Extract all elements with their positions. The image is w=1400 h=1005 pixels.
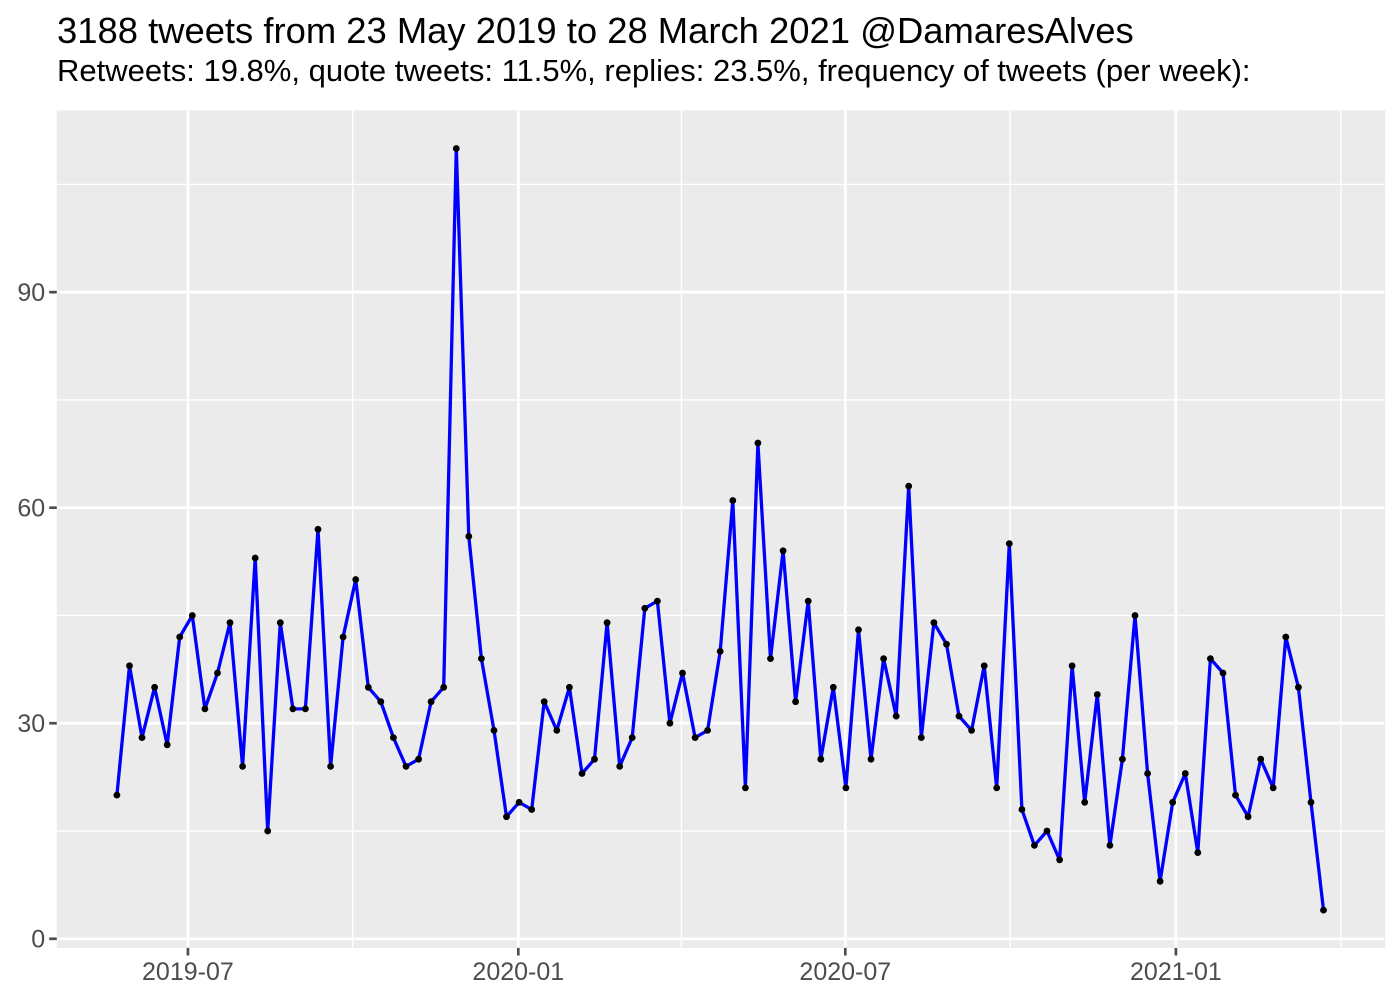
svg-text:2020-07: 2020-07: [799, 958, 891, 986]
svg-text:2020-01: 2020-01: [472, 958, 564, 986]
svg-text:Retweets: 19.8%, quote tweets:: Retweets: 19.8%, quote tweets: 11.5%, re…: [57, 53, 1251, 88]
svg-text:3188 tweets from 23 May 2019 t: 3188 tweets from 23 May 2019 to 28 March…: [57, 10, 1134, 51]
svg-text:0: 0: [31, 926, 45, 954]
svg-text:60: 60: [17, 495, 45, 523]
svg-text:2019-07: 2019-07: [142, 958, 234, 986]
svg-text:30: 30: [17, 710, 45, 738]
svg-text:90: 90: [17, 279, 45, 307]
svg-text:2021-01: 2021-01: [1130, 958, 1222, 986]
